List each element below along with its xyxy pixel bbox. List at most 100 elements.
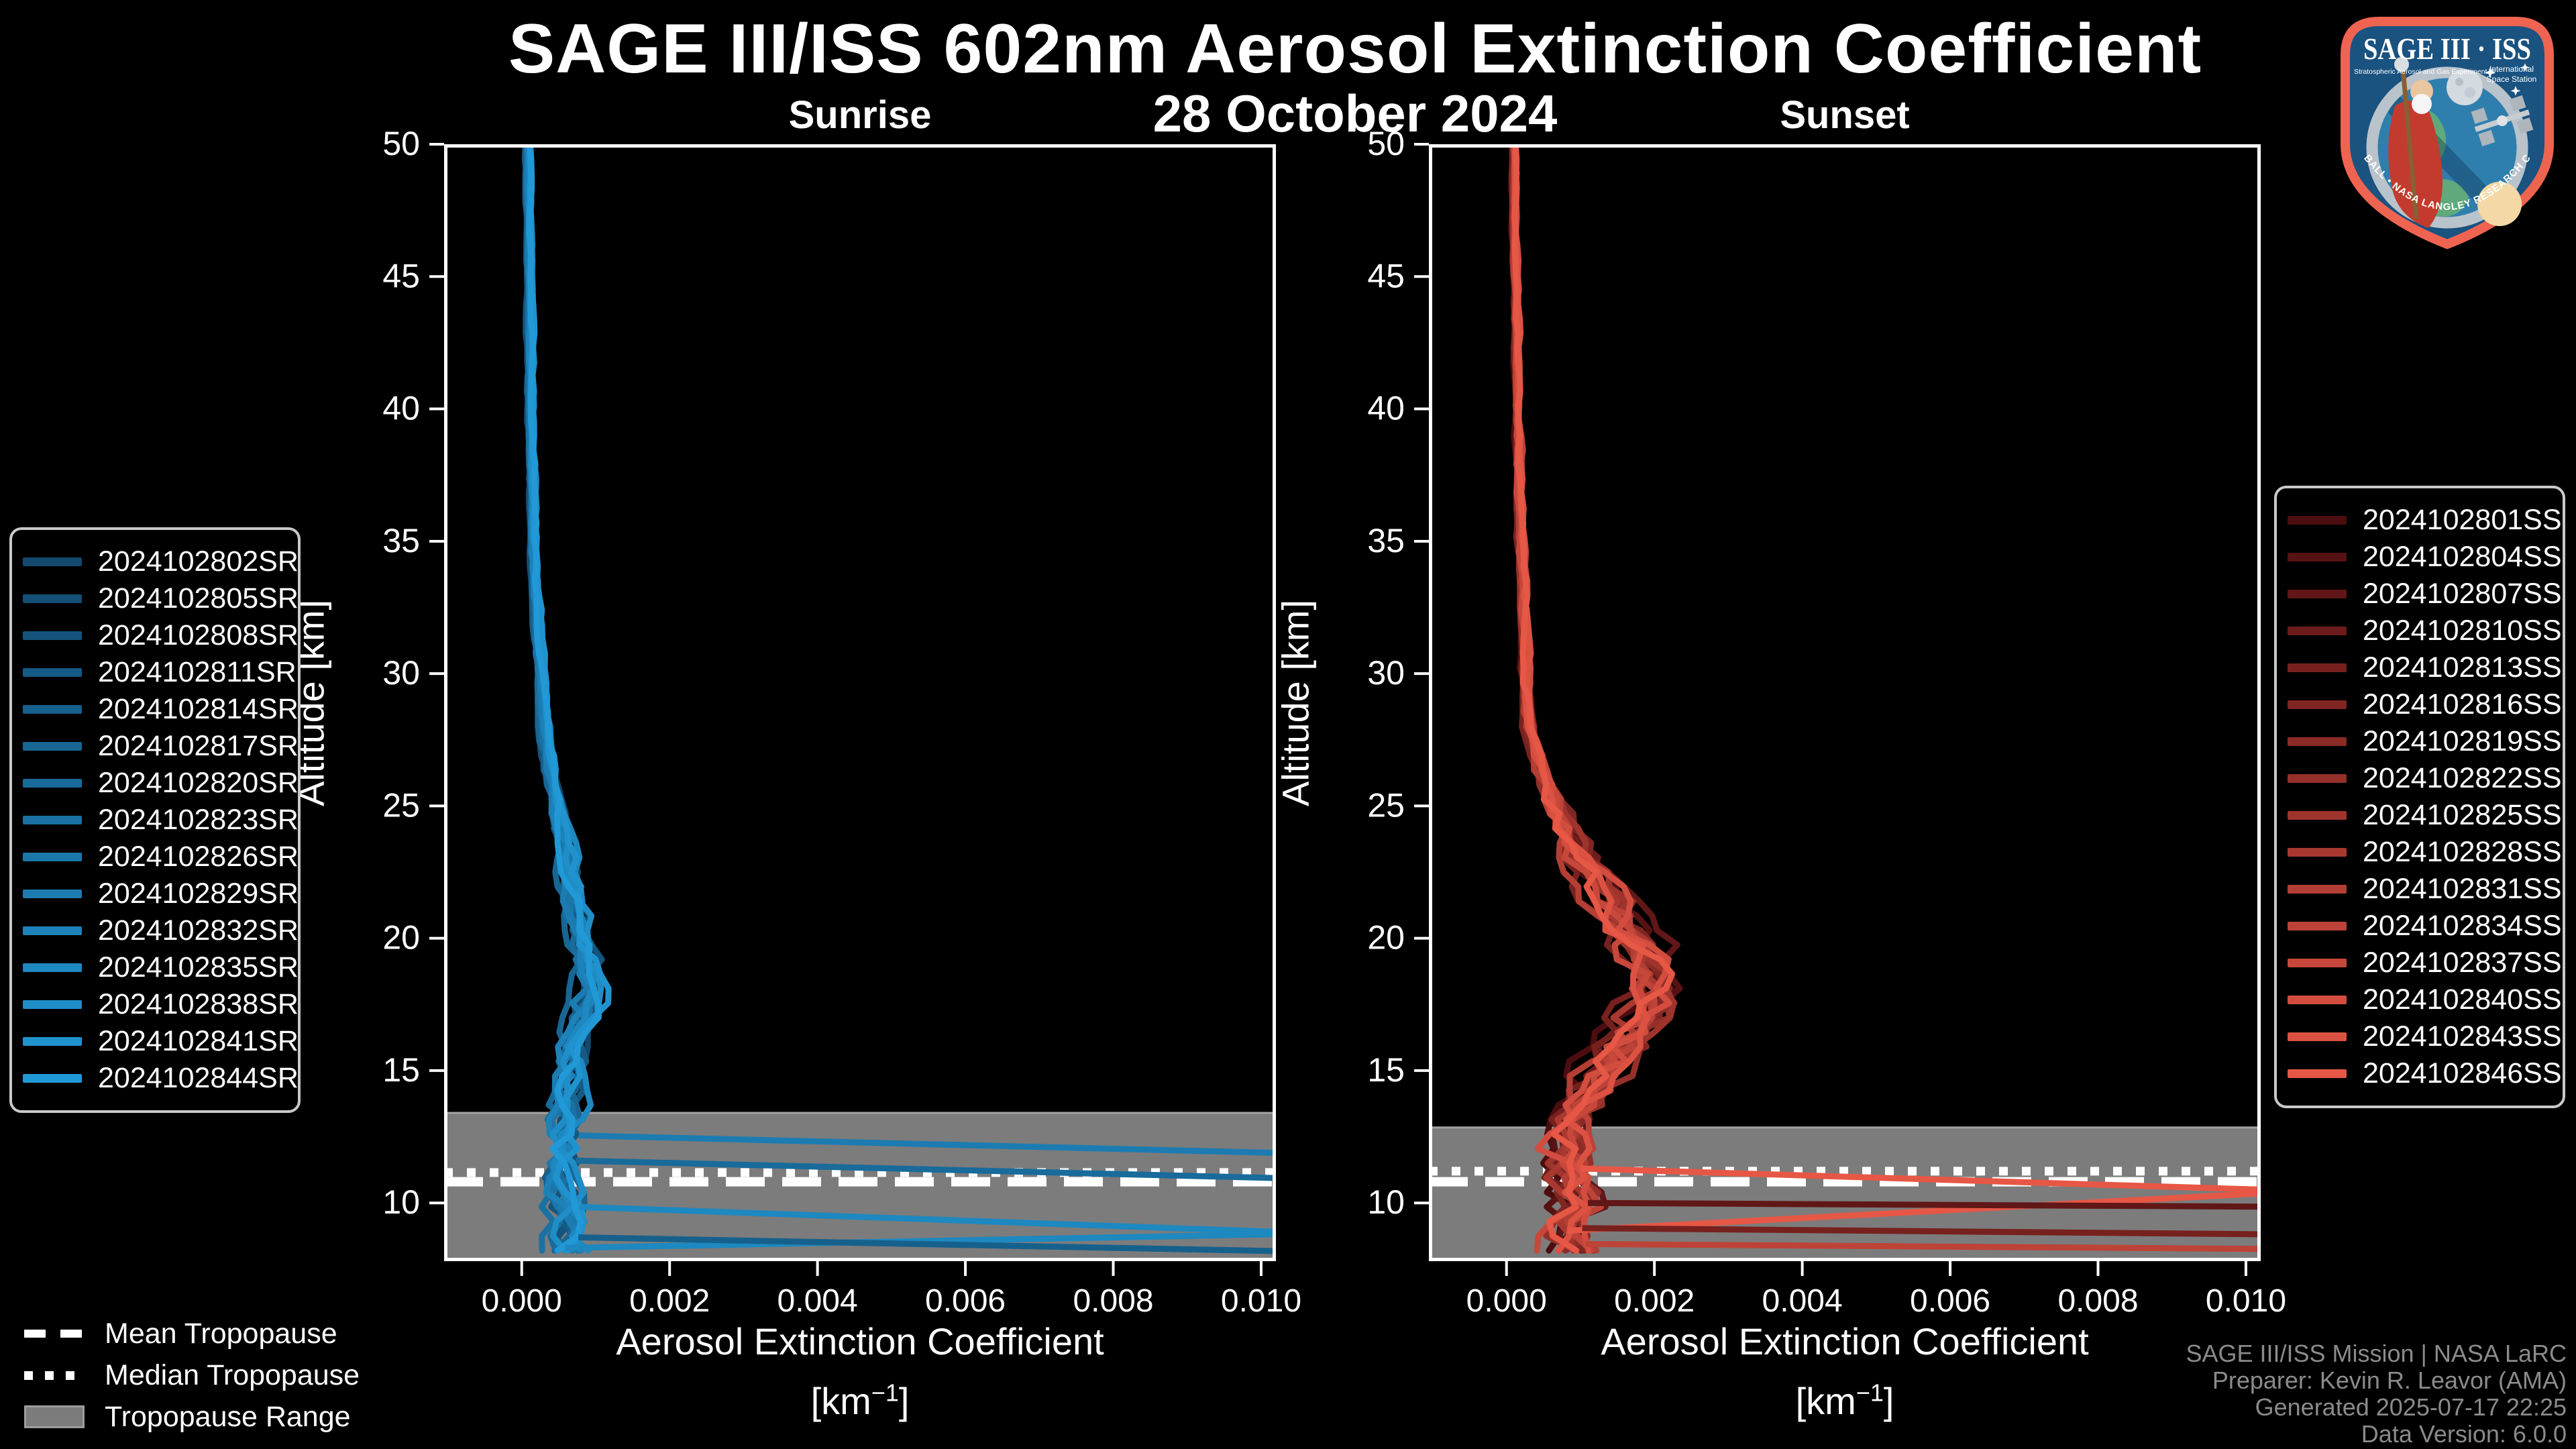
legend-item: 2024102843SS xyxy=(2288,1018,2562,1055)
profile-excursion-line xyxy=(576,1157,1274,1181)
series-label: 2024102802SR xyxy=(98,545,299,578)
x-tick-label: 0.006 xyxy=(1910,1283,1990,1319)
series-label: 2024102819SS xyxy=(2363,725,2562,757)
legend-item: 2024102837SS xyxy=(2288,945,2562,981)
series-color-swatch-icon xyxy=(23,816,82,824)
series-color-swatch-icon xyxy=(2288,627,2347,635)
legend-item: 2024102808SR xyxy=(23,617,299,654)
series-color-swatch-icon xyxy=(2288,1069,2347,1078)
legend-item: 2024102840SS xyxy=(2288,981,2562,1018)
patch-subtitle: Stratospheric Aerosol and Gas Experiment… xyxy=(2354,68,2495,76)
series-label: 2024102816SS xyxy=(2363,688,2562,720)
legend-item: 2024102814SR xyxy=(23,691,299,728)
series-color-swatch-icon xyxy=(2288,922,2347,930)
legend-item: 2024102820SR xyxy=(23,765,299,802)
x-axis-label-text: Aerosol Extinction Coefficient xyxy=(616,1320,1104,1362)
y-tick-label: 35 xyxy=(1367,522,1405,559)
series-color-swatch-icon xyxy=(2288,848,2347,857)
y-tick-label: 10 xyxy=(1367,1183,1405,1221)
y-tick-label: 50 xyxy=(1367,125,1405,162)
series-label: 2024102837SS xyxy=(2363,947,2562,979)
patch-staff-orb xyxy=(2394,57,2409,72)
patch-sun-icon xyxy=(2477,182,2522,226)
x-tick-label: 0.000 xyxy=(482,1283,562,1319)
x-axis-label-sunrise: Aerosol Extinction Coefficient [km−1] xyxy=(444,1316,1276,1427)
legend-item: 2024102805SR xyxy=(23,580,299,617)
series-label: 2024102846SS xyxy=(2363,1057,2562,1089)
x-tick-label: 0.008 xyxy=(2057,1283,2138,1319)
y-tick-label: 30 xyxy=(1367,654,1405,692)
series-color-swatch-icon xyxy=(23,557,82,566)
series-label: 2024102820SR xyxy=(98,767,299,799)
y-axis-label-sunset: Altitude [km] xyxy=(1274,599,1317,806)
legend-item: 2024102810SS xyxy=(2288,612,2562,649)
y-tick-label: 20 xyxy=(382,919,420,957)
series-label: 2024102811SR xyxy=(98,656,297,688)
profile-excursion-line xyxy=(1587,1199,2259,1210)
series-color-swatch-icon xyxy=(2288,700,2347,709)
x-tick-label: 0.008 xyxy=(1073,1283,1153,1319)
legend-item: 2024102822SS xyxy=(2288,760,2562,797)
legend-item: 2024102817SR xyxy=(23,728,299,765)
patch-moon-crater xyxy=(2465,87,2475,98)
footer-credits: SAGE III/ISS Mission | NASA LaRC Prepare… xyxy=(2186,1340,2567,1448)
x-tick-label: 0.004 xyxy=(777,1283,858,1319)
series-color-swatch-icon xyxy=(23,1000,82,1009)
y-tick-label: 40 xyxy=(382,390,420,427)
legend-item: 2024102819SS xyxy=(2288,723,2562,760)
y-tick-label: 10 xyxy=(382,1183,420,1221)
patch-figure-robe xyxy=(2388,101,2443,228)
series-label: 2024102831SS xyxy=(2363,873,2562,905)
patch-ring xyxy=(2366,66,2528,229)
series-label: 2024102814SR xyxy=(98,693,299,725)
legend-item: 2024102844SR xyxy=(23,1060,299,1097)
legend-item: 2024102834SS xyxy=(2288,908,2562,945)
x-tick-label: 0.002 xyxy=(629,1283,710,1319)
y-tick-label: 45 xyxy=(1367,257,1405,294)
legend-item: 2024102835SR xyxy=(23,949,299,986)
legend-item: 2024102801SS xyxy=(2288,502,2562,539)
patch-iss-icon xyxy=(2471,95,2534,147)
series-color-swatch-icon xyxy=(23,631,82,640)
x-tick-label: 0.002 xyxy=(1614,1283,1695,1319)
y-tick-label: 15 xyxy=(382,1051,420,1089)
x-axis-unit: [km−1] xyxy=(810,1379,910,1422)
sunrise-legend: 2024102802SR 2024102805SR 2024102808SR 2024… xyxy=(9,527,301,1113)
y-tick-label: 35 xyxy=(382,522,420,559)
mean-tropopause-dash-icon xyxy=(24,1330,85,1338)
x-tick-label: 0.010 xyxy=(2206,1283,2286,1319)
x-axis-unit: [km−1] xyxy=(1795,1379,1894,1422)
series-label: 2024102805SR xyxy=(98,582,299,614)
sunset-legend: 2024102801SS 2024102804SS 2024102807SS 2024… xyxy=(2274,486,2565,1108)
legend-item: 2024102828SS xyxy=(2288,834,2562,871)
y-tick-label: 30 xyxy=(382,654,420,692)
series-label: 2024102822SS xyxy=(2363,762,2562,794)
y-tick-label: 20 xyxy=(1367,919,1405,957)
legend-item: 2024102838SR xyxy=(23,986,299,1023)
legend-item: 2024102823SR xyxy=(23,802,299,839)
footer-line-mission: SAGE III/ISS Mission | NASA LaRC xyxy=(2186,1340,2567,1367)
series-color-swatch-icon xyxy=(23,705,82,714)
series-label: 2024102841SR xyxy=(98,1025,299,1057)
legend-item: 2024102831SS xyxy=(2288,871,2562,908)
series-color-swatch-icon xyxy=(23,779,82,788)
series-color-swatch-icon xyxy=(23,668,82,677)
tropopause-legend-median: Median Tropopause xyxy=(24,1356,360,1394)
y-tick-label: 25 xyxy=(382,786,420,824)
series-color-swatch-icon xyxy=(2288,1032,2347,1041)
x-axis-label-text: Aerosol Extinction Coefficient xyxy=(1601,1320,2089,1362)
series-label: 2024102825SS xyxy=(2363,799,2562,831)
patch-stars xyxy=(2484,63,2530,96)
series-color-swatch-icon xyxy=(23,853,82,861)
series-label: 2024102826SR xyxy=(98,841,299,873)
legend-item: 2024102829SR xyxy=(23,875,299,912)
plot-frame xyxy=(1429,144,2261,1261)
series-color-swatch-icon xyxy=(2288,959,2347,967)
legend-item: 2024102802SR xyxy=(23,543,299,580)
series-label: 2024102835SR xyxy=(98,951,299,983)
profile-excursion-line xyxy=(578,1132,1274,1156)
legend-item: 2024102807SS xyxy=(2288,576,2562,612)
series-label: 2024102808SR xyxy=(98,619,299,651)
median-tropopause-label: Median Tropopause xyxy=(105,1358,360,1391)
tropopause-range-swatch-icon xyxy=(24,1405,85,1428)
